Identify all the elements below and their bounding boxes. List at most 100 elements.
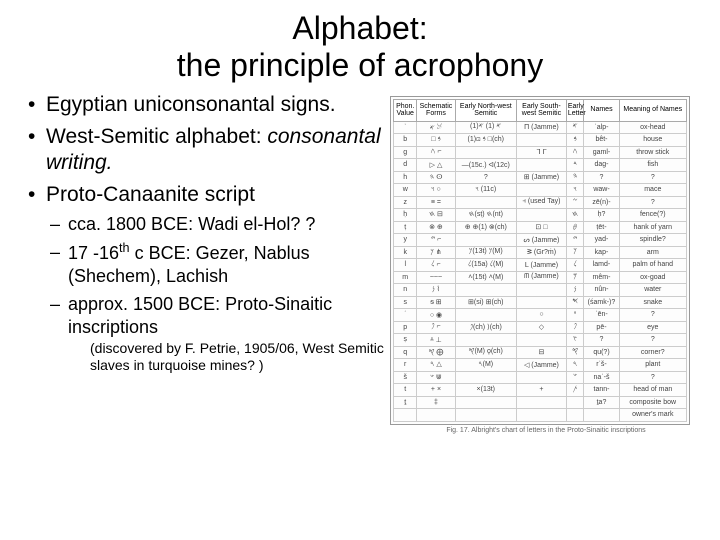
table-cell: d <box>394 159 417 172</box>
table-cell: 𐤑 <box>566 334 584 347</box>
table-cell: 𐤃 <box>566 159 584 172</box>
table-row: g𐤂 ⌐ᒣ ᒥ𐤂gaml-throw stick <box>394 146 687 159</box>
table-cell: y <box>394 234 417 247</box>
bullet-3-text: Proto-Canaanite script <box>46 183 255 206</box>
slide-title: Alphabet: the principle of acrophony <box>0 0 720 92</box>
table-cell: ~~~ <box>417 271 455 284</box>
figure-caption: Fig. 17. Albright's chart of letters in … <box>390 427 702 434</box>
content-area: Egyptian uniconsonantal signs. West-Semi… <box>0 92 720 434</box>
table-cell <box>455 146 517 159</box>
table-cell: qu(?) <box>584 346 619 359</box>
table-cell: q <box>394 346 417 359</box>
table-cell: ⫞ (used Tay) <box>517 196 567 209</box>
table-cell: 𐤄 <box>566 171 584 184</box>
bullet-list: Egyptian uniconsonantal signs. West-Semi… <box>28 92 390 374</box>
sub-bullet-1: cca. 1800 BCE: Wadi el-Hol? ? <box>50 213 390 236</box>
table-row: owner's mark <box>394 409 687 422</box>
table-cell: ≡ = <box>417 196 455 209</box>
table-cell: ⊞ (Jamme) <box>517 171 567 184</box>
table-cell: hank of yarn <box>619 221 686 234</box>
table-cell: ox-head <box>619 121 686 134</box>
table-cell: 𐤐 <box>566 321 584 334</box>
table-cell: ⊗ ⊕ <box>417 221 455 234</box>
table-cell: ṭēt- <box>584 221 619 234</box>
table-cell <box>455 284 517 297</box>
table-cell: eye <box>619 321 686 334</box>
table-cell: ⊕ ⊕(1) ⊗(ch) <box>455 221 517 234</box>
table-cell: ○ <box>517 309 567 322</box>
table-cell: mace <box>619 184 686 197</box>
table-cell: bêt- <box>584 134 619 147</box>
table-row: ṣᚆ ⊥𐤑?? <box>394 334 687 347</box>
table-row: š𐤔 ⋓𐤔naʾ-š? <box>394 371 687 384</box>
table-row: ṯ‡ṯa?composite bow <box>394 396 687 409</box>
table-cell: 𐤓 △ <box>417 359 455 372</box>
table-cell: 𐤀 <box>566 121 584 134</box>
table-cell: ? <box>619 371 686 384</box>
table-cell: nûn- <box>584 284 619 297</box>
table-cell: head of man <box>619 384 686 397</box>
table-cell: ṯ <box>394 396 417 409</box>
table-cell: snake <box>619 296 686 309</box>
table-row: d▷ △—(15c.) ᐊ(12c)𐤃dag-fish <box>394 159 687 172</box>
table-row: p𐤐 ⌐𐤐(ch) ⟩(ch)◇𐤐pē-eye <box>394 321 687 334</box>
table-cell: 𐤌 <box>566 271 584 284</box>
table-cell: 𐤊(13t) 𐤊(M) <box>455 246 517 259</box>
table-cell: —(15c.) ᐊ(12c) <box>455 159 517 172</box>
table-cell: spindle? <box>619 234 686 247</box>
table-cell: 𐤀 𓃾 <box>417 121 455 134</box>
table-cell: palm of hand <box>619 259 686 272</box>
table-cell: ᒣ ᒥ <box>517 146 567 159</box>
table-cell: + <box>517 384 567 397</box>
table-cell: 𐤏 <box>566 309 584 322</box>
table-cell: ◇ <box>517 321 567 334</box>
table-cell: waw- <box>584 184 619 197</box>
table-cell: fish <box>619 159 686 172</box>
table-cell: ʿēn- <box>584 309 619 322</box>
table-cell: 𐤅 ○ <box>417 184 455 197</box>
table-row: m~~~˄(15t) ˄(M)ᗰ (Jamme)𐤌mêm-ox-goad <box>394 271 687 284</box>
table-row: l𐤋 ⌐𐤋(15a) 𐤋(M)ᒪ (Jamme)𐤋lamd-palm of ha… <box>394 259 687 272</box>
table-row: z≡ =⫞ (used Tay)𐤆zē(n)-? <box>394 196 687 209</box>
bullet-1: Egyptian uniconsonantal signs. <box>28 92 390 118</box>
table-cell: naʾ-š <box>584 371 619 384</box>
table-cell: ᚆ ⊥ <box>417 334 455 347</box>
table-cell: 𐤓(M) <box>455 359 517 372</box>
table-row: sᵴ ⊞⊞(si) ⊞(ch)𐤎(śamk-)?snake <box>394 296 687 309</box>
table-cell: 𐤕 <box>566 384 584 397</box>
table-cell: ᕒ (Gr?ṁ) <box>517 246 567 259</box>
table-row: b□ 𐤁𐤁 ⊡(1) □(ch)𐤁bêt-house <box>394 134 687 147</box>
table-cell: ox-goad <box>619 271 686 284</box>
table-cell: house <box>619 134 686 147</box>
table-cell: gaml- <box>584 146 619 159</box>
table-cell: ᔕ (Jamme) <box>517 234 567 247</box>
table-row: t+ ××(13t)+𐤕tann-head of man <box>394 384 687 397</box>
sub1-text: cca. 1800 BCE: Wadi el-Hol? ? <box>68 214 315 234</box>
table-cell: 𐤒 ⨁ <box>417 346 455 359</box>
table-body: ʾ𐤀 𓃾𐤀 (1) 𐤀(1)Π (Jamme)𐤀ʾalp-ox-headb□ 𐤁… <box>394 121 687 421</box>
table-cell <box>517 296 567 309</box>
table-cell: b <box>394 134 417 147</box>
table-cell: mêm- <box>584 271 619 284</box>
table-row: r𐤓 △𐤓(M)◁ (Jamme)𐤓rʾš-plant <box>394 359 687 372</box>
table-cell <box>517 371 567 384</box>
th-mean: Meaning of Names <box>619 99 686 121</box>
bullet-2-text-a: West-Semitic alphabet: <box>46 125 267 148</box>
table-cell: □ 𐤁 <box>417 134 455 147</box>
table-cell: composite bow <box>619 396 686 409</box>
table-cell: 𐤒(M) ϙ(ch) <box>455 346 517 359</box>
th-nw: Early North-west Semitic <box>455 99 517 121</box>
table-cell <box>417 409 455 422</box>
sub3-paren: (discovered by F. Petrie, 1905/06, West … <box>90 340 390 374</box>
table-cell <box>517 134 567 147</box>
table-cell: 𐤍 ⌇ <box>417 284 455 297</box>
table-cell: h <box>394 171 417 184</box>
table-cell: Π (Jamme) <box>517 121 567 134</box>
alphabet-chart-table: Phon. Value Schematic Forms Early North-… <box>393 99 687 422</box>
table-cell <box>455 396 517 409</box>
table-cell: ṯa? <box>584 396 619 409</box>
th-phon: Phon. Value <box>394 99 417 121</box>
table-cell: 𐤉 <box>566 234 584 247</box>
sub3-text: approx. 1500 BCE: Proto-Sinaitic inscrip… <box>68 294 332 337</box>
table-cell: t <box>394 384 417 397</box>
